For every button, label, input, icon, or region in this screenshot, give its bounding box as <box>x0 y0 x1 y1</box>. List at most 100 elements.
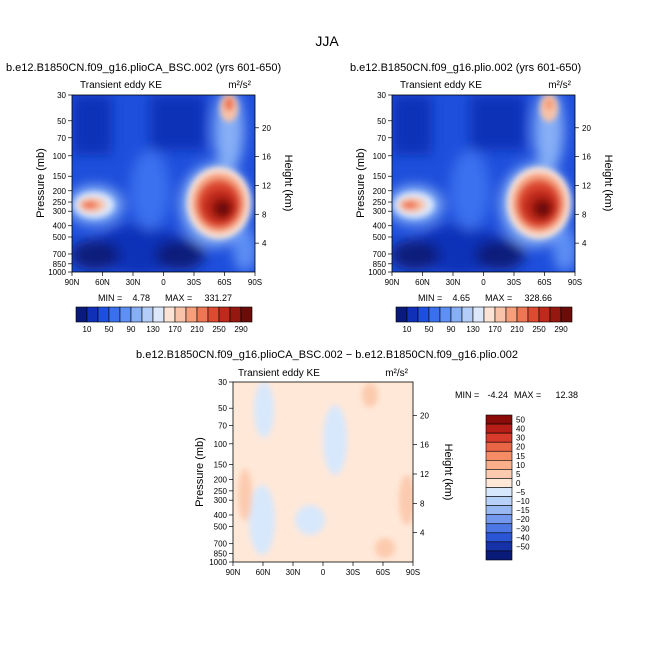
pressure-tick-label: 500 <box>373 233 387 242</box>
colorbar-label: 130 <box>466 325 480 334</box>
pressure-tick-label: 70 <box>57 134 66 143</box>
colorbar-swatch <box>75 306 88 323</box>
pressure-tick-label: 250 <box>214 487 228 496</box>
colorbar-swatch <box>485 432 513 443</box>
pressure-tick-label: 700 <box>373 250 387 259</box>
panel-1-max-label: MAX = <box>165 293 192 303</box>
panel-3-max-label: MAX = <box>514 390 541 400</box>
colorbar-label: 170 <box>168 325 182 334</box>
latitude-tick-label: 60S <box>217 278 231 287</box>
latitude-tick-label: 60N <box>95 278 110 287</box>
height-tick-label: 4 <box>420 529 425 538</box>
colorbar-swatch <box>406 306 419 323</box>
colorbar-swatch <box>207 306 220 323</box>
panel-2-ylabel-right: Height (km) <box>602 155 614 212</box>
latitude-tick-label: 90N <box>65 278 80 287</box>
latitude-tick-label: 30S <box>507 278 521 287</box>
panel-2-colorbar: 10 50 90 130 170 210 250 290 <box>395 306 573 334</box>
latitude-tick-label: 90S <box>406 568 420 577</box>
colorbar-swatch <box>417 306 430 323</box>
panel-2-min-value: 4.65 <box>452 293 470 303</box>
panel-3: b.e12.B1850CN.f09_g16.plioCA_BSC.002 − b… <box>136 349 578 577</box>
colorbar-swatch <box>485 450 513 461</box>
colorbar-swatch <box>560 306 573 323</box>
colorbar-swatch <box>485 414 513 425</box>
colorbar-swatch <box>472 306 485 323</box>
colorbar-label: 90 <box>127 325 136 334</box>
panel-2-max-value: 328.66 <box>524 293 552 303</box>
colorbar-label: 50 <box>105 325 114 334</box>
colorbar-label: −50 <box>516 542 530 551</box>
height-tick-label: 20 <box>582 124 591 133</box>
colorbar-label: −10 <box>516 497 530 506</box>
panel-2-max-label: MAX = <box>485 293 512 303</box>
colorbar-swatch <box>485 541 513 552</box>
height-tick-label: 16 <box>262 153 271 162</box>
colorbar-swatch <box>461 306 474 323</box>
colorbar-label: 130 <box>146 325 160 334</box>
height-tick-label: 8 <box>262 210 267 219</box>
panel-2-field <box>392 95 575 272</box>
panel-2-min-label: MIN = <box>418 293 442 303</box>
pressure-tick-label: 50 <box>218 404 227 413</box>
colorbar-swatch <box>485 423 513 434</box>
colorbar-swatch <box>130 306 143 323</box>
colorbar-swatch <box>516 306 529 323</box>
colorbar-swatch <box>485 469 513 479</box>
colorbar-swatch <box>229 306 242 323</box>
colorbar-label: −40 <box>516 533 530 542</box>
colorbar-label: 290 <box>554 325 568 334</box>
pressure-tick-label: 1000 <box>48 268 66 277</box>
latitude-tick-label: 60N <box>415 278 430 287</box>
colorbar-swatch <box>152 306 165 323</box>
pressure-tick-label: 250 <box>53 198 67 207</box>
colorbar-label: 10 <box>516 461 525 470</box>
panel-3-left-label: Transient eddy KE <box>238 368 320 379</box>
colorbar-swatch <box>174 306 187 323</box>
colorbar-label: 50 <box>516 416 525 425</box>
pressure-tick-label: 150 <box>214 461 228 470</box>
panel-3-field <box>233 382 413 562</box>
colorbar-swatch <box>485 505 513 515</box>
height-tick-label: 16 <box>582 153 591 162</box>
colorbar-swatch <box>494 306 507 323</box>
pressure-tick-label: 150 <box>53 172 67 181</box>
height-tick-label: 4 <box>262 239 267 248</box>
pressure-tick-label: 70 <box>377 134 386 143</box>
colorbar-label: 90 <box>447 325 456 334</box>
colorbar-swatch <box>527 306 540 323</box>
colorbar-label: 210 <box>190 325 204 334</box>
latitude-tick-label: 90N <box>385 278 400 287</box>
pressure-tick-label: 400 <box>53 222 67 231</box>
colorbar-swatch <box>485 441 513 452</box>
height-tick-label: 12 <box>262 181 271 190</box>
latitude-tick-label: 0 <box>481 278 486 287</box>
pressure-tick-label: 100 <box>373 152 387 161</box>
panel-3-max-value: 12.38 <box>555 390 578 400</box>
colorbar-swatch <box>505 306 518 323</box>
pressure-tick-label: 500 <box>53 233 67 242</box>
colorbar-swatch <box>485 514 513 525</box>
pressure-tick-label: 30 <box>57 91 66 100</box>
pressure-tick-label: 500 <box>214 522 228 531</box>
pressure-tick-label: 850 <box>53 260 67 269</box>
colorbar-swatch <box>485 550 513 561</box>
latitude-tick-label: 90N <box>226 568 241 577</box>
colorbar-swatch <box>485 523 513 534</box>
panel-1-left-label: Transient eddy KE <box>80 80 162 91</box>
colorbar-label: −20 <box>516 515 530 524</box>
colorbar-swatch <box>108 306 121 323</box>
colorbar-swatch <box>485 496 513 506</box>
panel-1-min-value: 4.78 <box>132 293 150 303</box>
colorbar-label: 10 <box>403 325 412 334</box>
pressure-tick-label: 1000 <box>209 558 227 567</box>
panel-1-ylabel-right: Height (km) <box>282 155 294 212</box>
panel-1-units: m²/s² <box>228 80 251 91</box>
colorbar-label: 30 <box>516 434 525 443</box>
panel-2-left-label: Transient eddy KE <box>400 80 482 91</box>
colorbar-label: 50 <box>425 325 434 334</box>
pressure-tick-label: 700 <box>214 540 228 549</box>
pressure-tick-label: 400 <box>214 511 228 520</box>
colorbar-label: 0 <box>516 479 521 488</box>
